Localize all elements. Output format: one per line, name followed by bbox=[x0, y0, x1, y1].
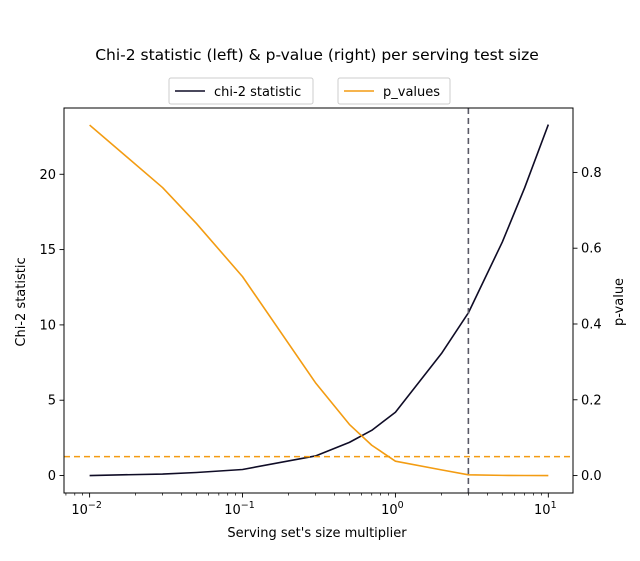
legend-label-chi2: chi-2 statistic bbox=[214, 85, 301, 100]
chart-title: Chi-2 statistic (left) & p-value (right)… bbox=[95, 46, 539, 64]
y-left-tick-label-2: 10 bbox=[39, 318, 56, 333]
legend-entry-pvalues: p_values bbox=[337, 77, 451, 105]
series-line-pvalues bbox=[89, 124, 549, 477]
y-right-tick-label-3: 0.6 bbox=[581, 242, 602, 257]
x-tick-exponent-1: −1 bbox=[241, 500, 255, 511]
plot-frame bbox=[63, 107, 574, 494]
y-right-tick-label-1: 0.2 bbox=[581, 393, 602, 408]
y-left-tick-label-1: 5 bbox=[48, 394, 56, 409]
y-right-tick-label-2: 0.4 bbox=[581, 317, 602, 332]
y-left-tick-label-3: 15 bbox=[39, 243, 56, 258]
y-right-tick-label-4: 0.8 bbox=[581, 166, 602, 181]
x-tick-exponent-0: −2 bbox=[88, 500, 102, 511]
legend-entry-chi2: chi-2 statistic bbox=[168, 77, 314, 105]
y-left-tick-label-4: 20 bbox=[39, 168, 56, 183]
legend-label-pvalues: p_values bbox=[383, 85, 440, 100]
x-axis-label: Serving set's size multiplier bbox=[227, 526, 407, 541]
legend-box-chi2 bbox=[168, 77, 314, 105]
x-tick-exponent-2: 0 bbox=[398, 500, 404, 511]
series-line-chi2 bbox=[89, 124, 550, 477]
legend-box-pvalues bbox=[337, 77, 451, 105]
x-tick-exponent-3: 1 bbox=[551, 500, 557, 511]
y-right-tick-label-0: 0.0 bbox=[581, 469, 602, 484]
y-left-tick-label-0: 0 bbox=[48, 469, 56, 484]
y-axis-right-label: p-value bbox=[612, 278, 627, 326]
y-axis-left-label: Chi-2 statistic bbox=[14, 257, 29, 346]
